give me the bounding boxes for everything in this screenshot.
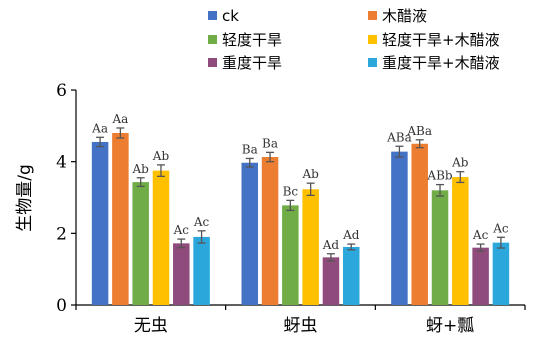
significance-label: Ac — [492, 221, 509, 235]
bar — [91, 141, 109, 305]
y-axis-label: 生物量/g — [15, 164, 35, 232]
bar — [452, 177, 469, 305]
bar — [322, 257, 340, 305]
significance-label: Ad — [322, 238, 340, 252]
significance-label: Ab — [301, 167, 319, 181]
y-axis: 0 2 4 6 — [56, 81, 77, 316]
legend-label: 重度干旱 — [222, 54, 282, 72]
x-category-label: 蚜+瓢 — [426, 316, 474, 336]
legend-swatch — [208, 58, 217, 67]
bar — [492, 242, 510, 305]
significance-label: Ac — [472, 228, 489, 242]
x-axis: 无虫 蚜虫 蚜+瓢 — [75, 304, 526, 336]
bar — [241, 162, 258, 305]
bar — [391, 151, 408, 305]
y-tick-label: 4 — [56, 153, 67, 173]
significance-label: ABa — [406, 124, 432, 138]
significance-label: Ab — [451, 156, 469, 170]
bar — [193, 236, 210, 305]
significance-label: Bc — [283, 184, 299, 198]
x-category-label: 无虫 — [134, 316, 168, 336]
y-tick-label: 6 — [56, 81, 67, 101]
bar — [343, 246, 360, 305]
bar — [173, 243, 190, 305]
legend-swatch — [208, 35, 217, 44]
bar — [411, 143, 428, 305]
x-category-label: 蚜虫 — [284, 316, 318, 336]
bar — [302, 189, 319, 305]
bar — [282, 205, 299, 305]
legend-swatch — [208, 11, 217, 20]
significance-label: Ab — [152, 149, 170, 163]
legend-swatch — [368, 35, 377, 44]
bar — [431, 190, 449, 305]
legend-label: 轻度干旱 — [222, 31, 282, 49]
legend-swatch — [368, 58, 377, 67]
bar — [472, 247, 489, 305]
significance-label: ABb — [426, 169, 452, 183]
bar — [152, 170, 170, 305]
legend-label: 重度干旱+木醋液 — [382, 54, 500, 72]
significance-label: Aa — [111, 112, 128, 126]
significance-label: Ab — [132, 162, 150, 176]
y-tick-label: 0 — [56, 296, 67, 316]
legend-label: 木醋液 — [382, 7, 427, 25]
significance-label: Ba — [262, 136, 278, 150]
y-tick-label: 2 — [56, 224, 67, 244]
bar — [261, 157, 279, 305]
legend-swatch — [368, 11, 377, 20]
significance-label: ABa — [386, 130, 412, 144]
bar — [132, 182, 149, 305]
significance-label: Ac — [193, 215, 210, 229]
legend-label: ck — [222, 7, 239, 25]
significance-label: Aa — [91, 121, 108, 135]
legend-label: 轻度干旱+木醋液 — [382, 31, 500, 49]
significance-label: Ad — [342, 228, 360, 242]
significance-label: Ac — [173, 223, 190, 237]
significance-label: Ba — [242, 142, 258, 156]
bar — [112, 133, 129, 305]
